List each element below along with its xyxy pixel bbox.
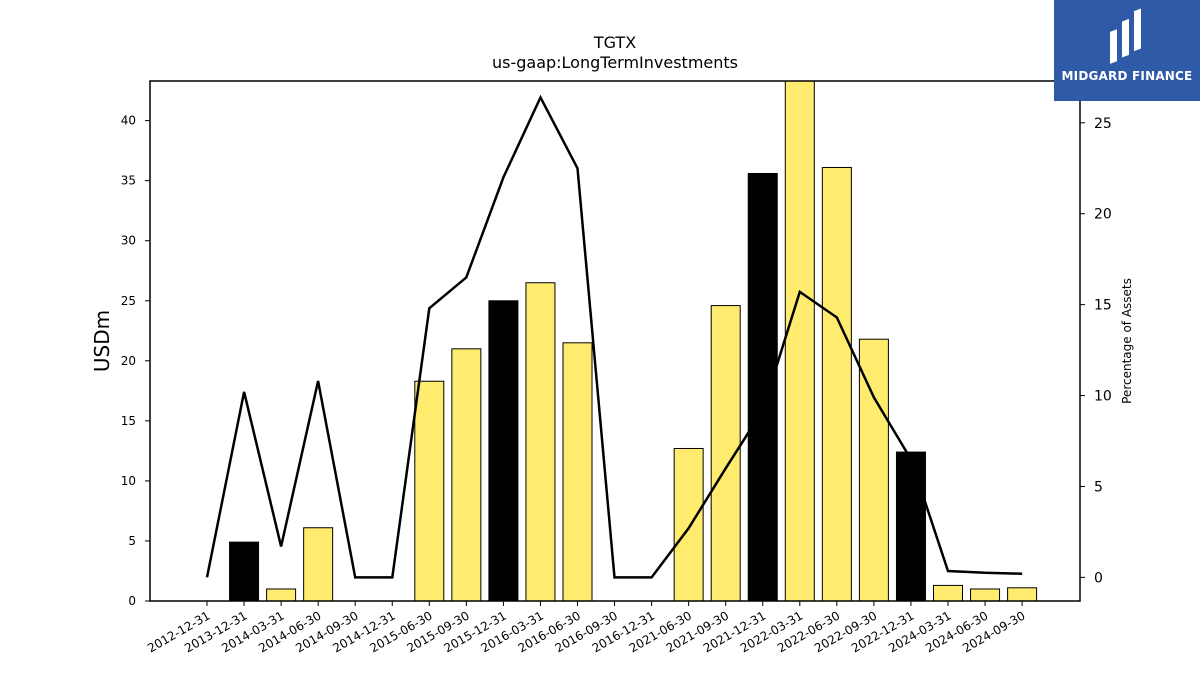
chart-subtitle: us-gaap:LongTermInvestments — [492, 53, 738, 72]
bar-2016-06-30 — [562, 342, 593, 602]
x-axis-ticks: 2012-12-312013-12-312014-03-312014-06-30… — [145, 601, 1028, 655]
bar-2016-03-31 — [525, 282, 556, 602]
plot-frame — [149, 80, 1081, 602]
y-tick-label: 25 — [121, 294, 136, 308]
bar-2021-06-30 — [673, 447, 704, 602]
left-axis-ticks: 0 5 10 15 20 25 30 35 40 — [121, 114, 150, 608]
brand-logo: MIDGARD FINANCE — [1054, 0, 1200, 101]
y-tick-label: 20 — [121, 354, 136, 368]
y-tick-label: 10 — [121, 474, 136, 488]
chart-title: TGTX — [593, 33, 636, 52]
y-axis-label-left: USDm — [90, 310, 114, 372]
bar-2015-12-31 — [488, 300, 519, 602]
brand-name: MIDGARD FINANCE — [1061, 69, 1193, 83]
bar-2015-06-30 — [414, 380, 445, 602]
bar-group — [229, 80, 1038, 602]
y-right-tick-label: 10 — [1094, 389, 1112, 405]
y-tick-label: 30 — [121, 234, 136, 248]
bar-2022-12-31 — [895, 451, 926, 602]
bar-2014-06-30 — [303, 527, 334, 602]
y-tick-label: 15 — [121, 414, 136, 428]
y-right-tick-label: 15 — [1094, 298, 1112, 314]
bar-2021-12-31 — [747, 172, 778, 602]
bar-2022-09-30 — [858, 338, 889, 602]
bar-2024-06-30 — [970, 588, 1001, 602]
y-right-tick-label: 25 — [1094, 116, 1112, 132]
logo-mark-icon — [1110, 8, 1141, 64]
y-tick-label: 5 — [128, 534, 136, 548]
bar-2014-03-31 — [266, 588, 297, 602]
y-tick-label: 0 — [128, 594, 136, 608]
y-tick-label: 35 — [121, 174, 136, 188]
bar-2022-06-30 — [821, 166, 852, 602]
bar-2024-09-30 — [1007, 587, 1038, 602]
percentage-line — [205, 94, 1023, 579]
y-axis-label-right: Percentage of Assets — [1120, 278, 1134, 404]
line-layer — [205, 94, 1023, 579]
bar-2022-03-31 — [784, 80, 815, 602]
y-right-tick-label: 5 — [1094, 479, 1103, 495]
y-right-tick-label: 0 — [1094, 570, 1103, 586]
bar-2024-03-31 — [933, 584, 963, 602]
right-axis-ticks: 0 5 10 15 20 25 — [1080, 116, 1112, 586]
bar-2013-12-31 — [229, 541, 260, 602]
y-tick-label: 40 — [121, 114, 136, 128]
y-right-tick-label: 20 — [1094, 207, 1112, 223]
bar-2015-09-30 — [451, 348, 482, 602]
